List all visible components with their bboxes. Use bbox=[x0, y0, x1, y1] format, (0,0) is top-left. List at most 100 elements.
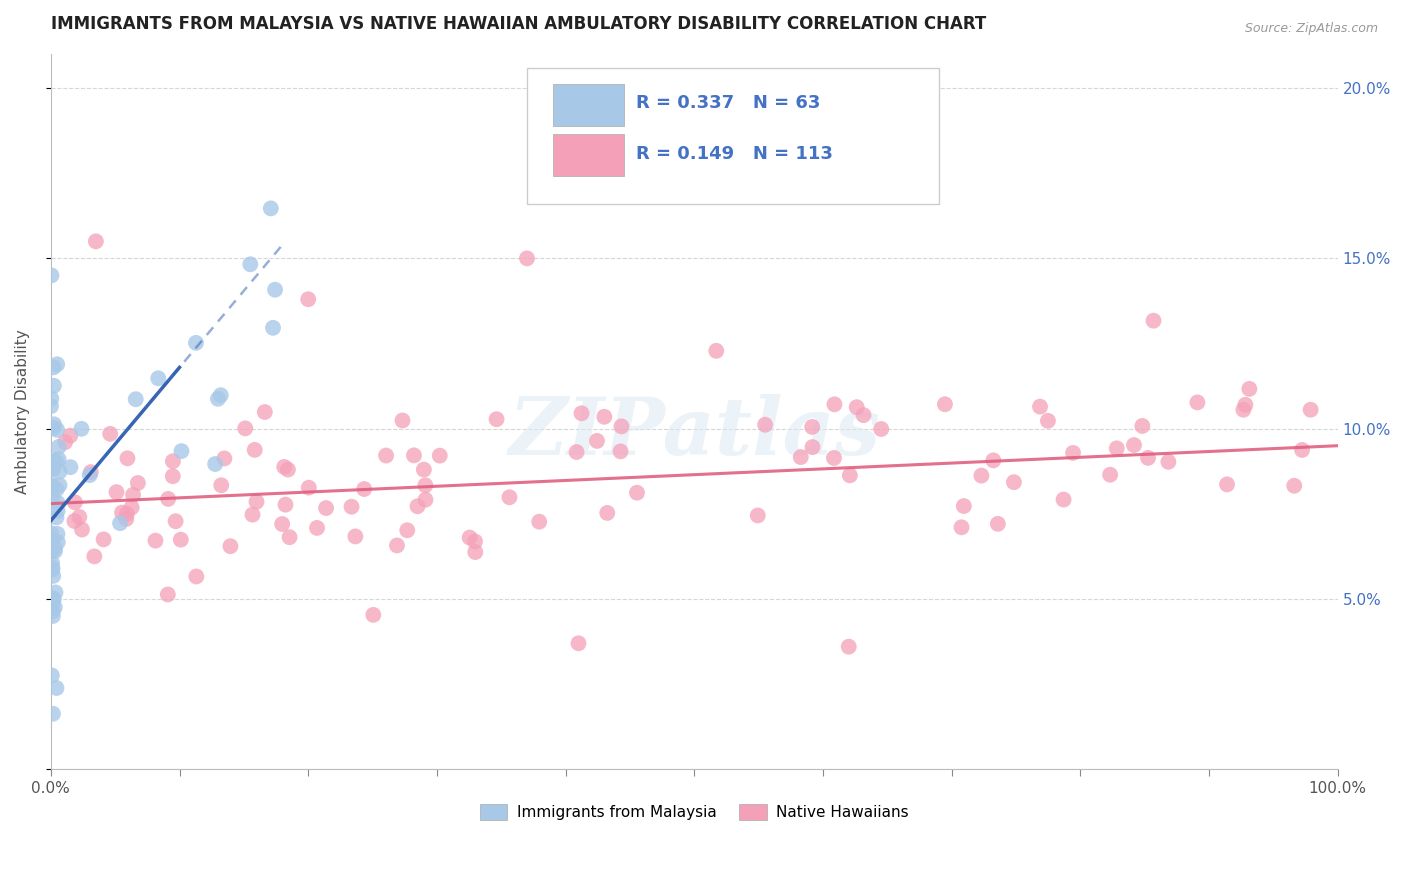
Point bbox=[80, 465, 103, 479]
Point bbox=[42, 417, 65, 432]
Point bbox=[41, 455, 63, 469]
Point bbox=[122, 488, 145, 502]
Point bbox=[46, 496, 69, 510]
Point bbox=[970, 468, 993, 483]
Point bbox=[42, 569, 65, 583]
Point bbox=[39, 399, 62, 413]
Point bbox=[108, 516, 131, 531]
Legend: Immigrants from Malaysia, Native Hawaiians: Immigrants from Malaysia, Native Hawaiia… bbox=[474, 797, 915, 826]
Point bbox=[115, 512, 138, 526]
Point bbox=[44, 541, 66, 555]
Point bbox=[42, 608, 65, 623]
Point bbox=[41, 460, 63, 475]
Point bbox=[838, 468, 860, 483]
Point bbox=[297, 292, 319, 306]
Point bbox=[823, 450, 845, 465]
Point bbox=[391, 413, 413, 427]
Point bbox=[42, 378, 65, 392]
Point bbox=[1130, 419, 1153, 434]
Point bbox=[67, 510, 90, 524]
Point bbox=[93, 533, 115, 547]
Point bbox=[1299, 402, 1322, 417]
Point bbox=[953, 499, 976, 513]
Point bbox=[170, 444, 193, 458]
FancyBboxPatch shape bbox=[553, 134, 623, 176]
Point bbox=[1036, 414, 1059, 428]
Point bbox=[983, 453, 1005, 467]
Text: R = 0.149   N = 113: R = 0.149 N = 113 bbox=[637, 145, 834, 163]
Point bbox=[277, 462, 299, 476]
Point bbox=[754, 417, 776, 432]
Point bbox=[567, 636, 589, 650]
Y-axis label: Ambulatory Disability: Ambulatory Disability bbox=[15, 329, 30, 494]
Point bbox=[219, 539, 242, 553]
Point bbox=[396, 523, 419, 537]
Point bbox=[48, 465, 70, 479]
Point bbox=[59, 460, 82, 475]
Point bbox=[801, 420, 824, 434]
Point bbox=[529, 515, 551, 529]
Point bbox=[46, 535, 69, 549]
Point bbox=[344, 529, 367, 543]
Point bbox=[571, 406, 593, 420]
Point bbox=[340, 500, 363, 514]
Point bbox=[39, 591, 62, 606]
Point bbox=[1002, 475, 1025, 490]
Point bbox=[1142, 314, 1164, 328]
Point bbox=[45, 510, 67, 524]
Point bbox=[42, 706, 65, 721]
Point bbox=[870, 422, 893, 436]
Point bbox=[59, 428, 82, 442]
Point bbox=[156, 587, 179, 601]
Point bbox=[45, 455, 67, 469]
Point bbox=[70, 523, 93, 537]
Point bbox=[53, 435, 76, 450]
Point bbox=[375, 449, 398, 463]
Point bbox=[260, 202, 283, 216]
Point bbox=[243, 442, 266, 457]
Point bbox=[273, 459, 295, 474]
Text: R = 0.337   N = 63: R = 0.337 N = 63 bbox=[637, 94, 821, 112]
Point bbox=[1291, 442, 1313, 457]
Point bbox=[934, 397, 956, 411]
Point bbox=[271, 516, 294, 531]
Point bbox=[63, 514, 86, 528]
Point bbox=[45, 483, 67, 497]
Point bbox=[121, 500, 143, 515]
Point bbox=[1062, 446, 1084, 460]
Point bbox=[41, 560, 63, 574]
Point bbox=[626, 485, 648, 500]
Point bbox=[838, 640, 860, 654]
Point bbox=[596, 506, 619, 520]
Point bbox=[162, 454, 184, 468]
Text: Source: ZipAtlas.com: Source: ZipAtlas.com bbox=[1244, 22, 1378, 36]
Point bbox=[41, 479, 63, 493]
Point bbox=[44, 544, 66, 558]
Point bbox=[70, 422, 93, 436]
Point bbox=[363, 607, 385, 622]
Point bbox=[415, 478, 437, 492]
Point bbox=[593, 409, 616, 424]
Point bbox=[41, 563, 63, 577]
Point bbox=[42, 591, 65, 606]
Point bbox=[385, 538, 408, 552]
Point bbox=[278, 530, 301, 544]
Point bbox=[41, 544, 63, 558]
Text: ZIPatlas: ZIPatlas bbox=[508, 394, 880, 472]
Point bbox=[111, 506, 134, 520]
Point bbox=[704, 343, 727, 358]
Point bbox=[83, 549, 105, 564]
Point bbox=[63, 495, 86, 509]
Point bbox=[1123, 438, 1146, 452]
Point bbox=[987, 516, 1010, 531]
Point bbox=[264, 283, 287, 297]
Point bbox=[105, 485, 128, 500]
Point bbox=[245, 494, 267, 508]
Text: IMMIGRANTS FROM MALAYSIA VS NATIVE HAWAIIAN AMBULATORY DISABILITY CORRELATION CH: IMMIGRANTS FROM MALAYSIA VS NATIVE HAWAI… bbox=[51, 15, 986, 33]
Point bbox=[46, 357, 69, 371]
Point bbox=[46, 526, 69, 541]
Point bbox=[262, 320, 284, 334]
Point bbox=[44, 585, 66, 599]
Point bbox=[214, 451, 236, 466]
Point bbox=[125, 392, 148, 407]
